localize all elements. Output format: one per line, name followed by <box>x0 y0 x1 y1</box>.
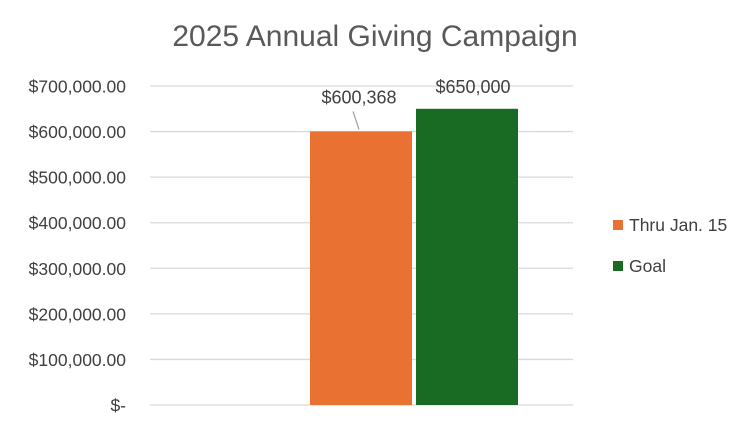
y-tick-label: $300,000.00 <box>29 259 127 279</box>
y-tick-label: $700,000.00 <box>29 77 127 97</box>
leader-line <box>352 111 360 130</box>
legend-label: Thru Jan. 15 <box>629 215 727 235</box>
y-tick-label: $600,000.00 <box>29 122 127 142</box>
bar-thru-jan-15 <box>310 131 412 405</box>
y-axis-ticks: $- $100,000.00 $200,000.00 $300,000.00 $400,… <box>29 77 127 416</box>
data-labels: $600,368 $650,000 <box>321 77 511 130</box>
legend: Thru Jan. 15 Goal <box>613 215 727 276</box>
legend-swatch <box>613 220 623 230</box>
y-tick-label: $100,000.00 <box>29 350 127 370</box>
y-tick-label: $200,000.00 <box>29 304 127 324</box>
y-tick-label: $- <box>110 396 126 416</box>
legend-label: Goal <box>629 256 666 276</box>
bars <box>310 108 518 406</box>
data-label: $650,000 <box>435 77 510 97</box>
legend-swatch <box>613 261 623 271</box>
y-tick-label: $400,000.00 <box>29 213 127 233</box>
chart-title: 2025 Annual Giving Campaign <box>172 20 577 53</box>
data-label: $600,368 <box>321 87 396 107</box>
bar-goal <box>416 108 518 406</box>
y-tick-label: $500,000.00 <box>29 168 127 188</box>
